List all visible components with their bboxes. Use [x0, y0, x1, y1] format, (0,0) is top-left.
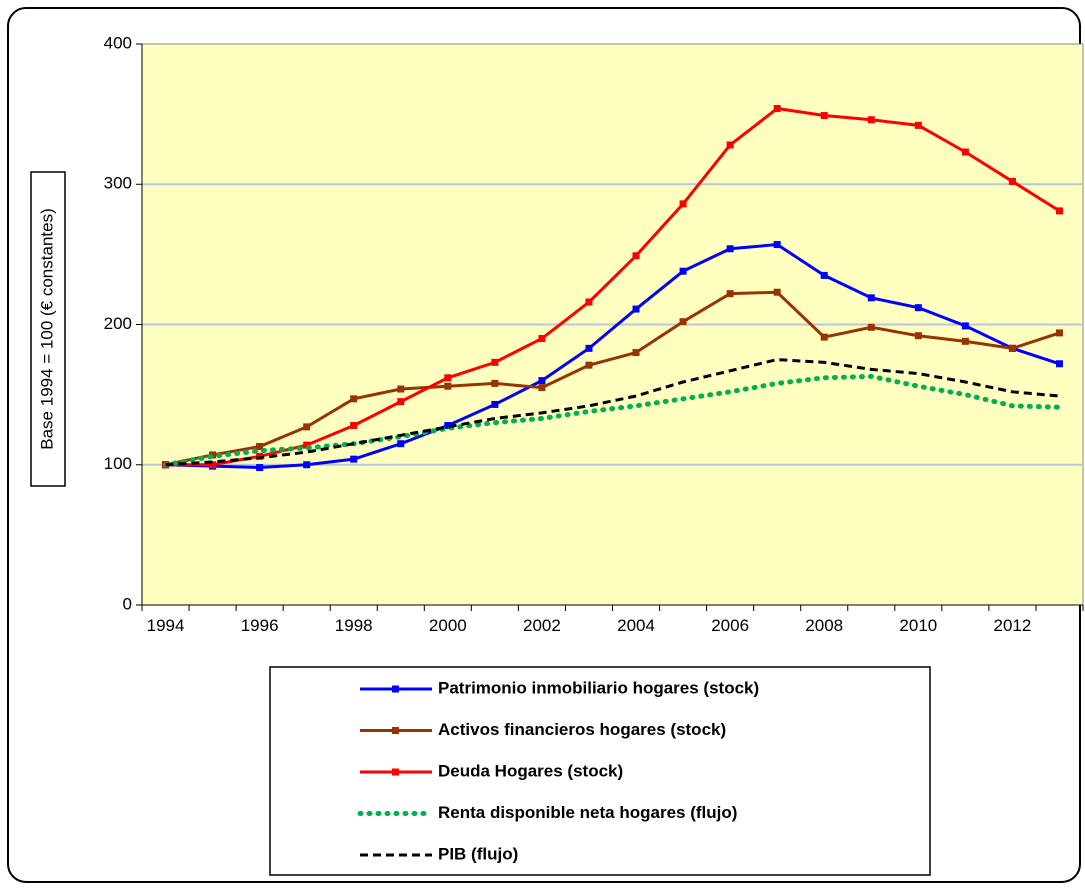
data-point [867, 294, 875, 302]
data-point [961, 148, 969, 156]
series-line [165, 290, 1060, 467]
data-point [444, 374, 452, 382]
data-point [585, 298, 593, 306]
data-point [350, 455, 358, 463]
x-tick-label: 1994 [147, 616, 185, 635]
y-tick-label: 200 [104, 314, 132, 333]
data-point [773, 241, 781, 249]
data-point [867, 323, 875, 331]
data-point [726, 290, 734, 298]
data-point [397, 398, 405, 406]
x-tick-label: 2006 [711, 616, 749, 635]
y-axis-label: Base 1994 = 100 (€ constantes) [37, 208, 56, 449]
data-point [444, 421, 452, 429]
data-point [585, 344, 593, 352]
data-point [914, 304, 922, 312]
data-point [1008, 177, 1016, 185]
legend-label: Renta disponible neta hogares (flujo) [438, 803, 737, 822]
data-point [679, 200, 687, 208]
data-point [491, 400, 499, 408]
data-point [1055, 360, 1063, 368]
legend-label: Activos financieros hogares (stock) [438, 720, 726, 739]
x-tick-label: 2012 [994, 616, 1032, 635]
data-point [350, 421, 358, 429]
data-point [1055, 207, 1063, 215]
legend-label: PIB (flujo) [438, 844, 518, 863]
y-tick-label: 400 [104, 33, 132, 52]
y-tick-label: 0 [123, 594, 132, 613]
data-point [538, 335, 546, 343]
data-point [867, 116, 875, 124]
data-point [303, 461, 311, 469]
data-point [585, 361, 593, 369]
x-tick-label: 2002 [523, 616, 561, 635]
data-point [491, 358, 499, 366]
data-point [397, 440, 405, 448]
legend-marker [392, 685, 399, 693]
legend-marker [392, 768, 399, 776]
data-point [256, 464, 264, 472]
data-point [1055, 329, 1063, 337]
legend-marker [392, 727, 399, 734]
x-tick-label: 2004 [617, 616, 655, 635]
data-point [773, 105, 781, 113]
data-point [491, 379, 499, 387]
data-point [350, 395, 358, 403]
series-line [165, 106, 1061, 467]
y-tick-label: 100 [104, 454, 132, 473]
x-tick-label: 2000 [429, 616, 467, 635]
data-point [632, 349, 640, 357]
data-point [632, 252, 640, 260]
data-point [303, 423, 311, 431]
data-point [820, 333, 828, 341]
data-point [820, 271, 828, 279]
data-point [1008, 344, 1016, 352]
y-tick-label: 300 [104, 174, 132, 193]
x-tick-label: 1996 [241, 616, 279, 635]
data-point [679, 267, 687, 275]
data-point [444, 382, 452, 390]
series-line [165, 358, 1060, 467]
series-line [165, 243, 1060, 470]
legend-label: Patrimonio inmobiliario hogares (stock) [438, 678, 759, 697]
data-point [397, 385, 405, 393]
y-label-box [30, 171, 66, 487]
data-point [726, 245, 734, 253]
data-point [773, 288, 781, 296]
x-tick-label: 2010 [899, 616, 937, 635]
data-point [632, 305, 640, 313]
x-tick-label: 2008 [805, 616, 843, 635]
data-point [914, 121, 922, 129]
data-point [538, 377, 546, 385]
data-point [303, 441, 311, 449]
x-tick-label: 1998 [335, 616, 373, 635]
data-point [961, 337, 969, 345]
legend-label: Deuda Hogares (stock) [438, 761, 623, 780]
data-point [961, 322, 969, 330]
series-line [163, 373, 1062, 468]
data-point [679, 318, 687, 326]
data-point [726, 141, 734, 149]
data-point [820, 112, 828, 120]
data-point [209, 461, 217, 469]
data-point [538, 384, 546, 392]
data-point [256, 443, 264, 451]
data-point [914, 332, 922, 340]
